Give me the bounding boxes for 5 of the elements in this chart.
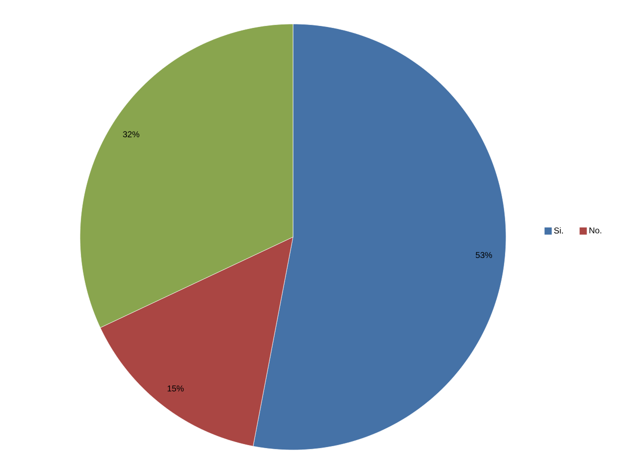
legend-label: No. bbox=[589, 227, 602, 234]
legend-label: Si. bbox=[554, 227, 563, 234]
data-label: 32% bbox=[122, 131, 140, 138]
data-label: 53% bbox=[476, 252, 492, 258]
data-label: 15% bbox=[168, 385, 184, 392]
